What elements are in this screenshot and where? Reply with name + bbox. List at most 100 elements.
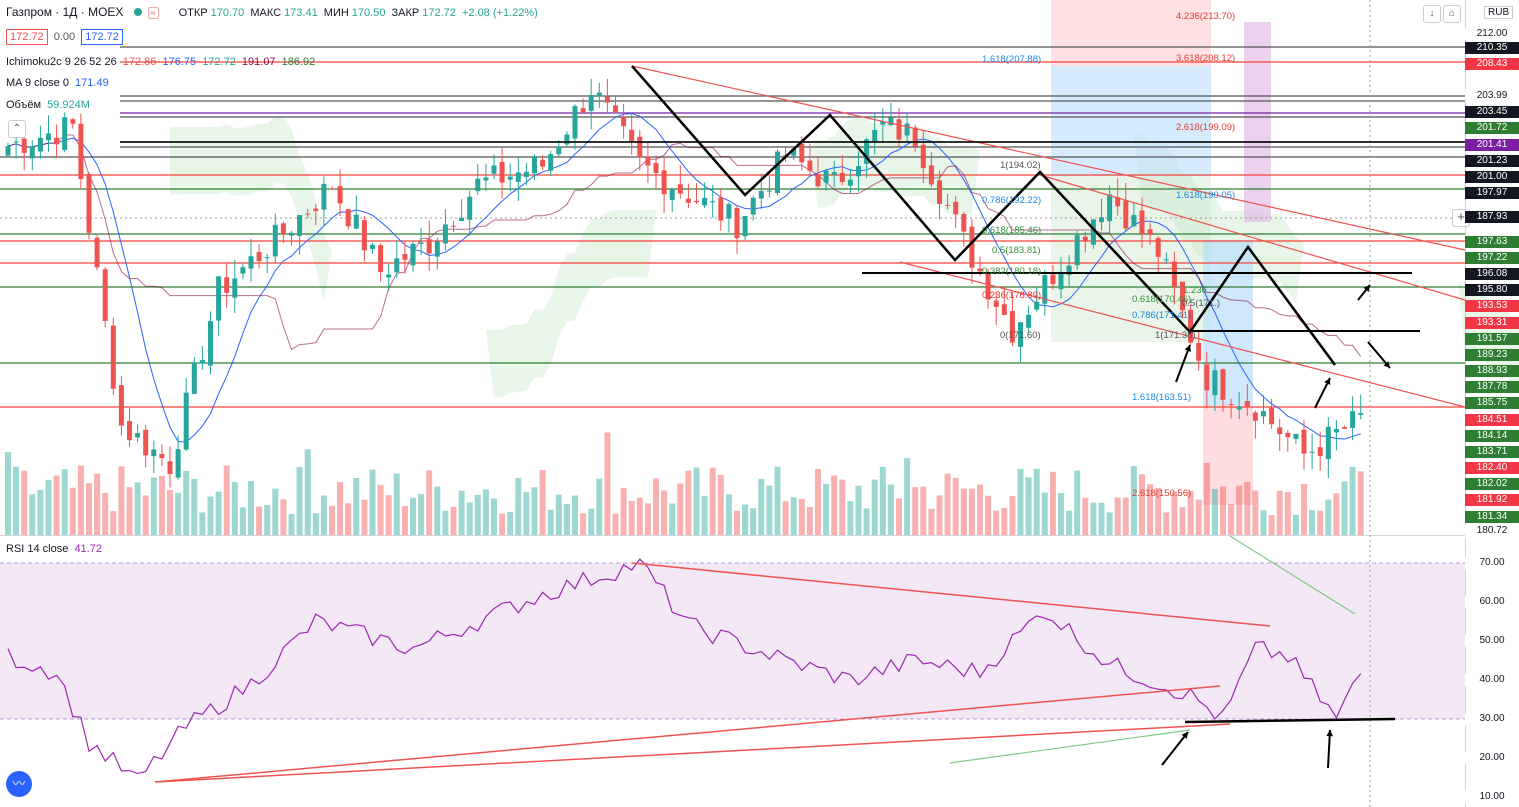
volume-bar: [296, 467, 303, 535]
volume-bar: [912, 487, 919, 535]
candle-body: [888, 117, 894, 126]
candle-body: [1074, 235, 1080, 266]
volume-bar: [1220, 486, 1226, 535]
volume-bar: [920, 486, 927, 535]
volume-label: Объём: [6, 99, 42, 111]
volume-bar: [1228, 504, 1235, 535]
symbol-title[interactable]: Газпром · 1Д · MOEX: [6, 5, 124, 19]
volume-bar: [312, 513, 319, 535]
candle-body: [143, 429, 149, 456]
candle-body: [13, 141, 19, 143]
candle-body: [110, 325, 116, 389]
price-tag: 191.57: [1465, 333, 1519, 345]
candle-body: [1042, 275, 1048, 304]
volume-bar: [393, 473, 400, 535]
rsi-trend-green: [949, 729, 1191, 764]
volume-bar: [1147, 484, 1154, 535]
ask-box[interactable]: 172.72: [81, 29, 123, 45]
candle-body: [451, 225, 456, 227]
candle-body: [499, 161, 505, 183]
ohlc-close-label: ЗАКР: [391, 7, 420, 19]
arrow-down-icon[interactable]: ↓: [1423, 5, 1441, 23]
candle-body: [896, 119, 902, 140]
volume-bar: [572, 495, 578, 535]
volume-bar: [474, 494, 481, 535]
fib-label: 1.618(163.51): [1132, 392, 1191, 403]
fib-label: 0.5(183.81): [992, 245, 1041, 256]
volume-bar: [482, 489, 489, 535]
candle-body: [159, 453, 165, 459]
candle-body: [1034, 301, 1040, 310]
tradingview-logo-icon[interactable]: 〰: [6, 771, 32, 797]
volume-bar: [1203, 462, 1210, 535]
price-tag: 196.08: [1465, 268, 1519, 280]
rsi-arrow-up: [1327, 729, 1331, 769]
ma-legend[interactable]: MA 9 close 0 171.49: [6, 77, 112, 89]
compare-icon[interactable]: ⌂: [1443, 5, 1461, 23]
market-status-icon: [133, 8, 142, 16]
volume-bar: [806, 507, 813, 535]
candle-body: [872, 130, 878, 142]
ohlc-close: 172.72: [422, 7, 456, 19]
volume-bar: [29, 494, 36, 535]
volume-legend[interactable]: Объём 59.924M: [6, 99, 93, 111]
volume-bar: [142, 495, 149, 535]
currency-badge[interactable]: RUB: [1484, 6, 1514, 19]
trend-line-red: [1039, 174, 1466, 301]
arrow-up-head: [1363, 285, 1370, 292]
volume-bar: [272, 488, 279, 535]
candle-body: [1090, 219, 1096, 245]
candle-body: [1342, 427, 1347, 429]
fib-label: 0.236(176.89): [982, 290, 1041, 301]
volume-bar: [1187, 490, 1194, 535]
volume-bar: [86, 483, 92, 535]
candle-body: [1099, 217, 1104, 223]
price-tag: 181.34: [1465, 511, 1519, 523]
candle-body: [1115, 197, 1121, 207]
volume-bar: [207, 496, 214, 535]
bid-box[interactable]: 172.72: [6, 29, 48, 45]
volume-bar: [191, 478, 198, 535]
candle-body: [199, 360, 205, 364]
volume-bar: [636, 497, 643, 535]
candle-body: [78, 123, 84, 180]
rsi-legend[interactable]: RSI 14 close 41.72: [6, 543, 105, 555]
volume-bar: [158, 475, 165, 535]
volume-bar: [734, 510, 740, 535]
candle-body: [54, 137, 60, 145]
candle-body: [1277, 427, 1283, 435]
volume-bar: [1276, 490, 1283, 535]
collapse-legend-icon[interactable]: ⌃: [8, 120, 26, 138]
candle-body: [661, 170, 667, 195]
candle-body: [394, 258, 400, 273]
candle-body: [1309, 451, 1315, 453]
price-tag: 182.40: [1465, 462, 1519, 474]
candle-body: [224, 277, 230, 293]
arrow-down-head: [1383, 361, 1390, 368]
volume-bar: [588, 508, 595, 535]
candle-body: [1180, 281, 1185, 311]
candle-body: [621, 116, 627, 127]
candle-body: [5, 146, 11, 156]
volume-bar: [223, 465, 230, 535]
ichimoku-legend[interactable]: Ichimoku2c 9 26 52 26 172.86 176.75 172.…: [6, 56, 318, 68]
candle-body: [191, 362, 197, 394]
volume-bar: [644, 503, 651, 535]
volume-bar: [887, 484, 894, 535]
candle-body: [1228, 404, 1234, 406]
volume-bar: [1082, 497, 1089, 535]
volume-bar: [1244, 481, 1251, 535]
price-tag: 197.63: [1465, 236, 1519, 248]
volume-bar: [1236, 485, 1243, 535]
candle-body: [232, 278, 238, 298]
volume-bar: [248, 481, 254, 535]
ohlc-high: 173.41: [284, 7, 318, 19]
fib-label: 1(171.35): [1155, 330, 1196, 341]
candle-body: [1204, 364, 1210, 391]
volume-bar: [960, 488, 967, 535]
rsi-trend-red: [154, 685, 1221, 783]
candle-body: [102, 269, 108, 321]
volume-bar: [1317, 510, 1324, 535]
candle-body: [297, 215, 303, 236]
